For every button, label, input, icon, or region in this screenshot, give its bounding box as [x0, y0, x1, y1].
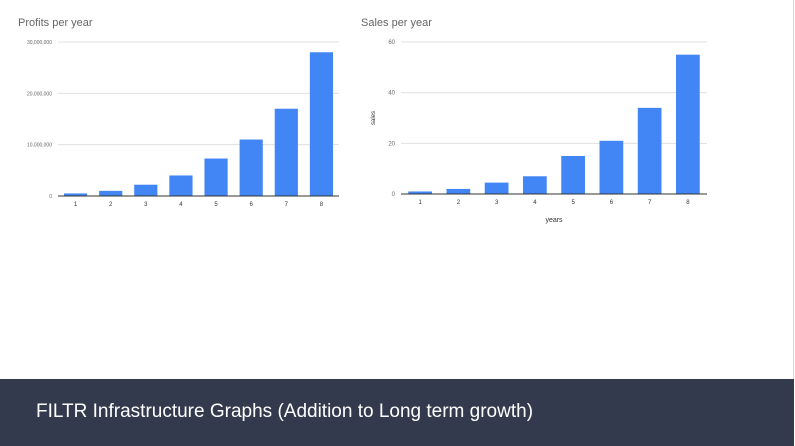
x-axis-title: years [545, 217, 563, 224]
bar [274, 108, 298, 196]
x-tick-label: 6 [250, 202, 254, 208]
bar [169, 175, 193, 196]
x-tick-label: 8 [686, 200, 690, 206]
x-tick-label: 2 [457, 200, 461, 206]
bar [484, 182, 509, 194]
profits-per-year-chart: 0 10,000,000 20,000,000 30,000,000 1 2 3 4 5 6 7 8 [27, 40, 339, 208]
x-tick-label: 8 [320, 202, 324, 208]
x-tick-label: 2 [109, 202, 113, 208]
bar [676, 54, 700, 195]
sales-per-year-chart: 0 20 40 60 1 2 3 4 5 6 7 8 years sales [371, 40, 707, 224]
x-tick-label: 5 [571, 200, 575, 206]
x-tick-label: 1 [418, 200, 422, 206]
bar [446, 188, 471, 194]
footer-title: FILTR Infrastructure Graphs (Addition to… [36, 401, 534, 422]
bar [637, 107, 662, 194]
bar [309, 52, 334, 197]
bar [99, 190, 123, 196]
y-tick-label: 0 [49, 194, 52, 200]
profits-chart-title: Profits per year [18, 17, 93, 29]
x-tick-label: 1 [74, 202, 78, 208]
x-tick-label: 7 [285, 202, 289, 208]
x-tick-label: 4 [179, 202, 183, 208]
x-tick-label: 3 [495, 200, 499, 206]
bar [134, 184, 158, 196]
x-tick-label: 3 [144, 202, 148, 208]
bar [523, 176, 547, 194]
bar [239, 139, 263, 196]
y-tick-label: 10,000,000 [27, 143, 52, 149]
y-tick-label: 30,000,000 [27, 40, 52, 46]
bar [408, 191, 432, 194]
bar [204, 158, 228, 196]
y-tick-label: 20 [388, 141, 395, 147]
sales-chart-title: Sales per year [361, 17, 432, 29]
x-tick-label: 6 [610, 200, 614, 206]
y-tick-label: 0 [392, 192, 396, 198]
x-tick-label: 5 [214, 202, 218, 208]
y-tick-label: 60 [388, 40, 395, 46]
footer-bar: FILTR Infrastructure Graphs (Addition to… [0, 379, 794, 446]
x-tick-label: 7 [648, 200, 652, 206]
x-tick-label: 4 [533, 200, 537, 206]
bar [63, 193, 88, 196]
y-tick-label: 40 [388, 91, 395, 97]
y-tick-label: 20,000,000 [27, 91, 52, 97]
y-axis-title: sales [371, 111, 377, 125]
bar [599, 140, 624, 194]
bar [561, 156, 585, 194]
